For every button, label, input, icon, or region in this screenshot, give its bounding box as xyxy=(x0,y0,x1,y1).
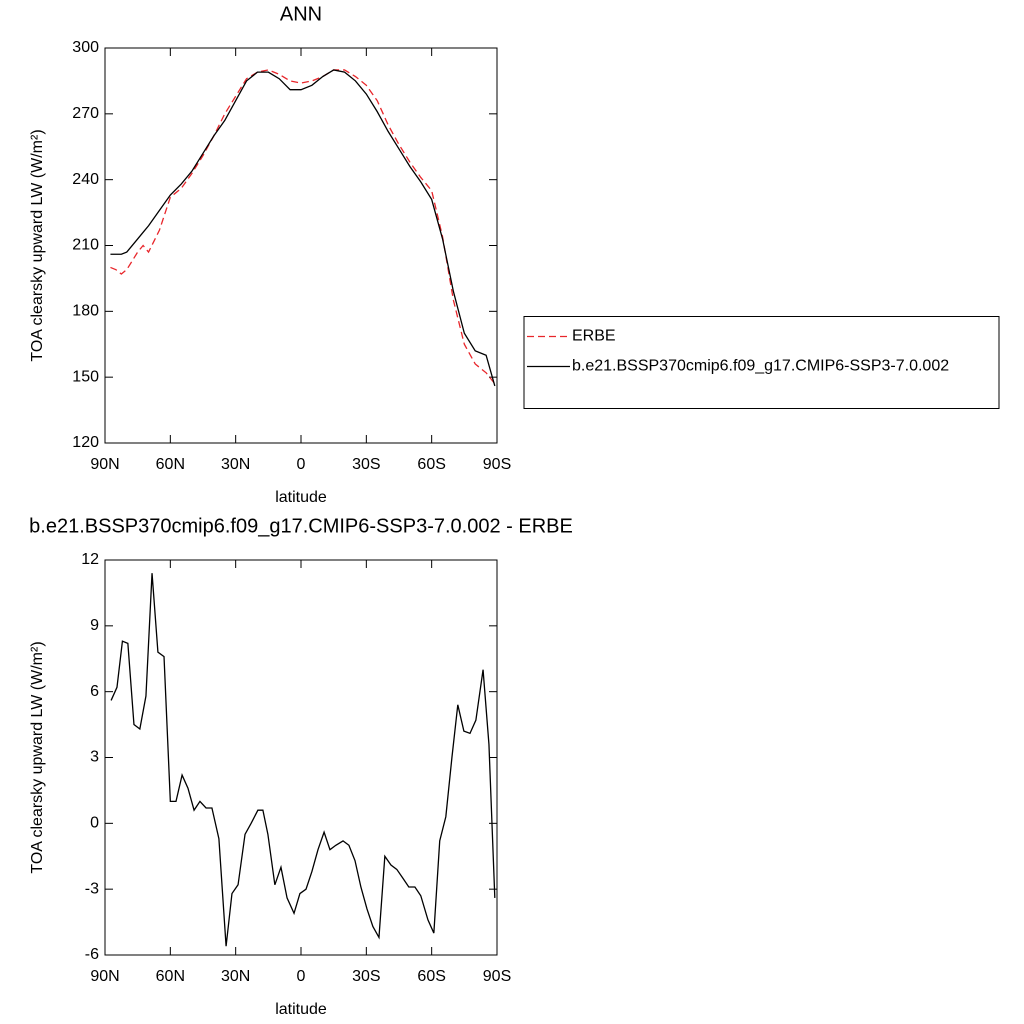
x-tick-label: 0 xyxy=(297,456,306,473)
y-tick-label: 150 xyxy=(72,368,99,385)
plot-frame xyxy=(104,47,498,444)
x-tick-label: 90S xyxy=(483,456,511,473)
x-tick-label: 90N xyxy=(90,968,119,985)
x-tick-label: 60N xyxy=(156,456,185,473)
x-axis-label: latitude xyxy=(275,1001,327,1018)
y-tick-label: 300 xyxy=(72,39,99,56)
chart-title: ANN xyxy=(280,3,322,25)
legend-box xyxy=(523,316,1000,409)
y-axis-label: TOA clearsky upward LW (W/m²) xyxy=(29,129,46,361)
x-tick-label: 0 xyxy=(297,968,306,985)
y-axis-label: TOA clearsky upward LW (W/m²) xyxy=(29,641,46,873)
x-tick-label: 30S xyxy=(352,456,380,473)
data-line xyxy=(110,69,496,387)
x-tick-label: 60S xyxy=(417,968,445,985)
x-tick-label: 30N xyxy=(221,968,250,985)
y-tick-label: 9 xyxy=(90,617,99,634)
legend-label: ERBE xyxy=(572,328,616,345)
y-tick-label: 3 xyxy=(90,749,99,766)
x-tick-label: 60N xyxy=(156,968,185,985)
y-tick-label: -3 xyxy=(85,880,99,897)
y-tick-label: 120 xyxy=(72,434,99,451)
data-line xyxy=(110,69,496,385)
y-tick-label: 12 xyxy=(81,551,99,568)
x-tick-label: 30N xyxy=(221,456,250,473)
plot-frame xyxy=(104,559,498,956)
y-tick-label: 240 xyxy=(72,171,99,188)
x-tick-label: 60S xyxy=(417,456,445,473)
legend-label: b.e21.BSSP370cmip6.f09_g17.CMIP6-SSP3-7.… xyxy=(572,358,949,375)
chart-title: b.e21.BSSP370cmip6.f09_g17.CMIP6-SSP3-7.… xyxy=(29,515,573,537)
x-tick-label: 90N xyxy=(90,456,119,473)
y-tick-label: 6 xyxy=(90,683,99,700)
y-tick-label: -6 xyxy=(85,946,99,963)
x-tick-label: 30S xyxy=(352,968,380,985)
y-tick-label: 0 xyxy=(90,815,99,832)
data-line xyxy=(110,573,496,947)
y-tick-label: 180 xyxy=(72,303,99,320)
y-tick-label: 270 xyxy=(72,105,99,122)
x-tick-label: 90S xyxy=(483,968,511,985)
y-tick-label: 210 xyxy=(72,237,99,254)
x-axis-label: latitude xyxy=(275,489,327,506)
